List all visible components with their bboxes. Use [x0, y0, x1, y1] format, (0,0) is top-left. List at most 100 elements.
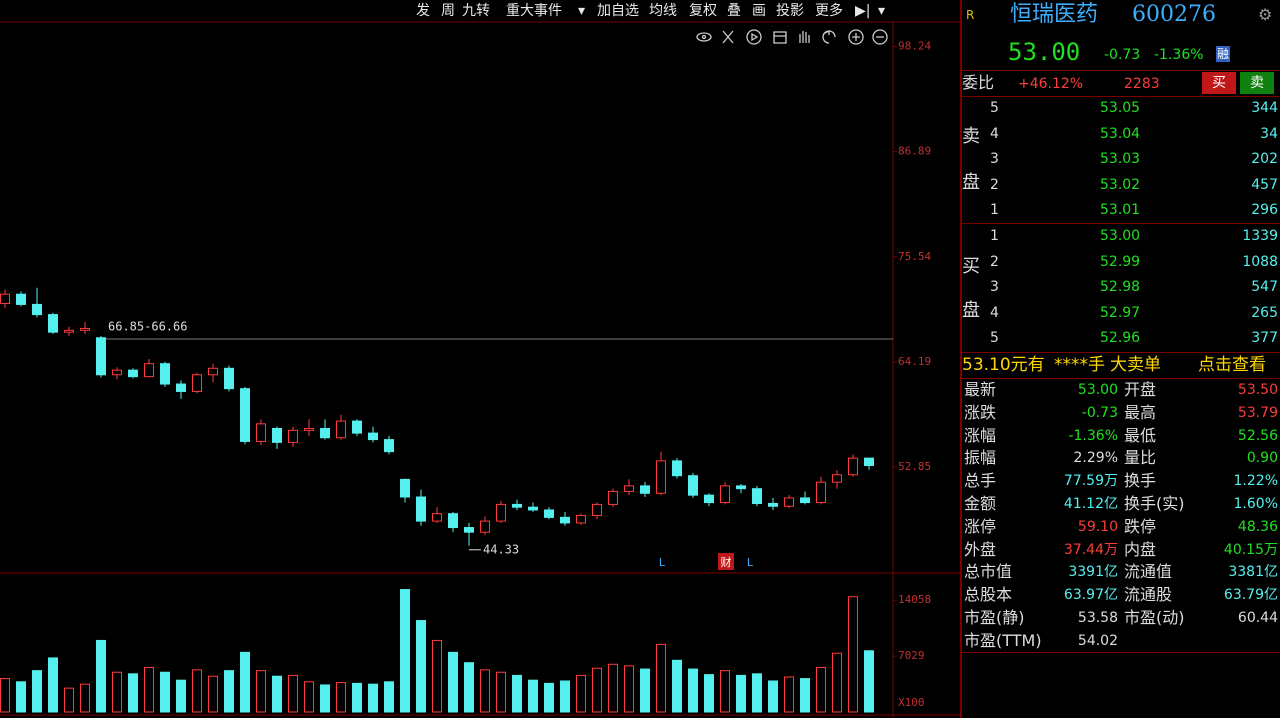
candle-body: [80, 327, 90, 331]
big-order-mask: ****手: [1054, 355, 1105, 375]
candle-body: [384, 439, 394, 453]
level: 3: [990, 151, 999, 167]
sell-button[interactable]: 卖: [1240, 72, 1274, 94]
divider: [962, 70, 1280, 71]
stat-label: 振幅: [964, 448, 997, 468]
volume-bar: [288, 674, 298, 713]
change: -0.73: [1104, 47, 1141, 63]
book-volume: 296: [1251, 202, 1278, 218]
candle-body: [496, 503, 506, 522]
stat-label: 最新: [964, 380, 997, 399]
stat-value: 60.44: [1237, 610, 1278, 626]
volume-bar: [656, 643, 666, 713]
candle-body: [784, 497, 794, 507]
candle-body: [112, 369, 122, 376]
level: 4: [990, 125, 999, 142]
candle-body: [32, 303, 42, 316]
candle-body: [368, 432, 378, 441]
book-volume: 265: [1251, 304, 1278, 321]
toolbar-arrow[interactable]: ▶|: [855, 3, 871, 19]
buy-button[interactable]: 买: [1202, 72, 1236, 94]
volume-bar: [304, 681, 314, 713]
stat-value: 54.02: [1077, 632, 1118, 649]
stat-label: 市盈(静): [964, 608, 1025, 627]
stat-label: 总股本: [964, 585, 1013, 605]
candle-body: [272, 427, 282, 443]
toolbar-item[interactable]: 叠: [727, 3, 741, 19]
toolbar-item[interactable]: 复权: [689, 3, 717, 19]
candle-body: [48, 314, 58, 333]
candle-body: [560, 516, 570, 524]
volume-bar: [256, 670, 266, 713]
toolbar-item[interactable]: 投影: [776, 3, 804, 19]
chart: 98.24 86.89 75.54 64.19 52.85 14058 7029 X100 66…: [0, 21, 960, 718]
volume-bar: [848, 596, 858, 713]
quote-panel: R 恒瑞医药 600276 ⚙ 53.00 -0.73 -1.36% 融 委比 …: [960, 0, 1280, 718]
toolbar-item[interactable]: 加自选: [597, 3, 639, 19]
volume-bar: [224, 670, 234, 713]
toolbar-item[interactable]: 画: [752, 3, 766, 19]
y-tick-label: 52.85: [898, 460, 931, 473]
candle-body: [768, 502, 778, 507]
volume-bar: [544, 682, 554, 713]
weibi-pct: +46.12%: [1018, 76, 1084, 92]
candle-body: [160, 363, 170, 385]
level: 5: [990, 330, 999, 346]
book-price: 53.01: [1100, 202, 1141, 218]
stat-value: 3381亿: [1228, 564, 1278, 581]
candle-body: [240, 388, 250, 442]
stat-label: 换手(实): [1124, 494, 1185, 513]
candle-body: [96, 337, 106, 376]
tool-icons[interactable]: [696, 29, 888, 45]
toolbar-item[interactable]: 发: [416, 3, 430, 19]
volume-bar: [784, 676, 794, 713]
y-tick-label: 64.19: [898, 355, 931, 368]
ask-label: 盘: [962, 172, 980, 193]
toolbar-arrow[interactable]: ▾: [878, 3, 886, 19]
volume-bar: [192, 669, 202, 713]
toolbar-item[interactable]: 周: [441, 3, 455, 19]
divider: [962, 223, 1280, 224]
volume-bar: [160, 671, 170, 713]
volume-bar: [336, 682, 346, 713]
divider: [962, 378, 1280, 379]
big-order-label: 大卖单: [1110, 355, 1161, 375]
candle-body: [848, 457, 858, 476]
low-label: 44.33: [483, 542, 519, 556]
candle-body: [16, 293, 26, 305]
volume-bar: [240, 651, 250, 713]
volume-bar: [640, 668, 650, 713]
candle-body: [256, 423, 266, 442]
candle-body: [720, 485, 730, 504]
toolbar-item[interactable]: 重大事件: [506, 3, 562, 19]
volume-bar: [736, 674, 746, 713]
change-pct: -1.36%: [1154, 47, 1204, 63]
level: 3: [990, 279, 999, 295]
toolbar-item[interactable]: 均线: [649, 3, 677, 19]
stat-value: 52.56: [1237, 427, 1278, 444]
bid-label: 盘: [962, 300, 980, 321]
event-marker: 财: [721, 555, 732, 569]
volume-bar: [352, 682, 362, 713]
stat-value: 41.12亿: [1063, 496, 1118, 512]
volume-bar: [48, 657, 58, 713]
toolbar-arrow[interactable]: ▾: [578, 3, 586, 19]
candle-body: [320, 427, 330, 439]
big-order-link[interactable]: 点击查看: [1198, 355, 1266, 375]
event-marker: L: [747, 556, 754, 569]
toolbar-item[interactable]: 更多: [815, 3, 843, 19]
level: 5: [990, 100, 999, 116]
volume-bar: [384, 681, 394, 713]
settings[interactable]: ⚙: [1258, 5, 1273, 24]
book-price: 53.05: [1100, 100, 1141, 116]
stat-label: 跌停: [1124, 516, 1157, 536]
stat-value: 53.00: [1077, 382, 1118, 398]
ask-label: 卖: [962, 126, 980, 147]
volume-bar: [768, 680, 778, 713]
stat-label: 最高: [1124, 402, 1157, 422]
stat-label: 内盘: [1124, 539, 1157, 559]
candle-body: [704, 494, 714, 504]
toolbar-item[interactable]: 九转: [462, 3, 490, 19]
y-tick-label: 86.89: [898, 145, 931, 158]
volume-bar: [432, 639, 442, 713]
